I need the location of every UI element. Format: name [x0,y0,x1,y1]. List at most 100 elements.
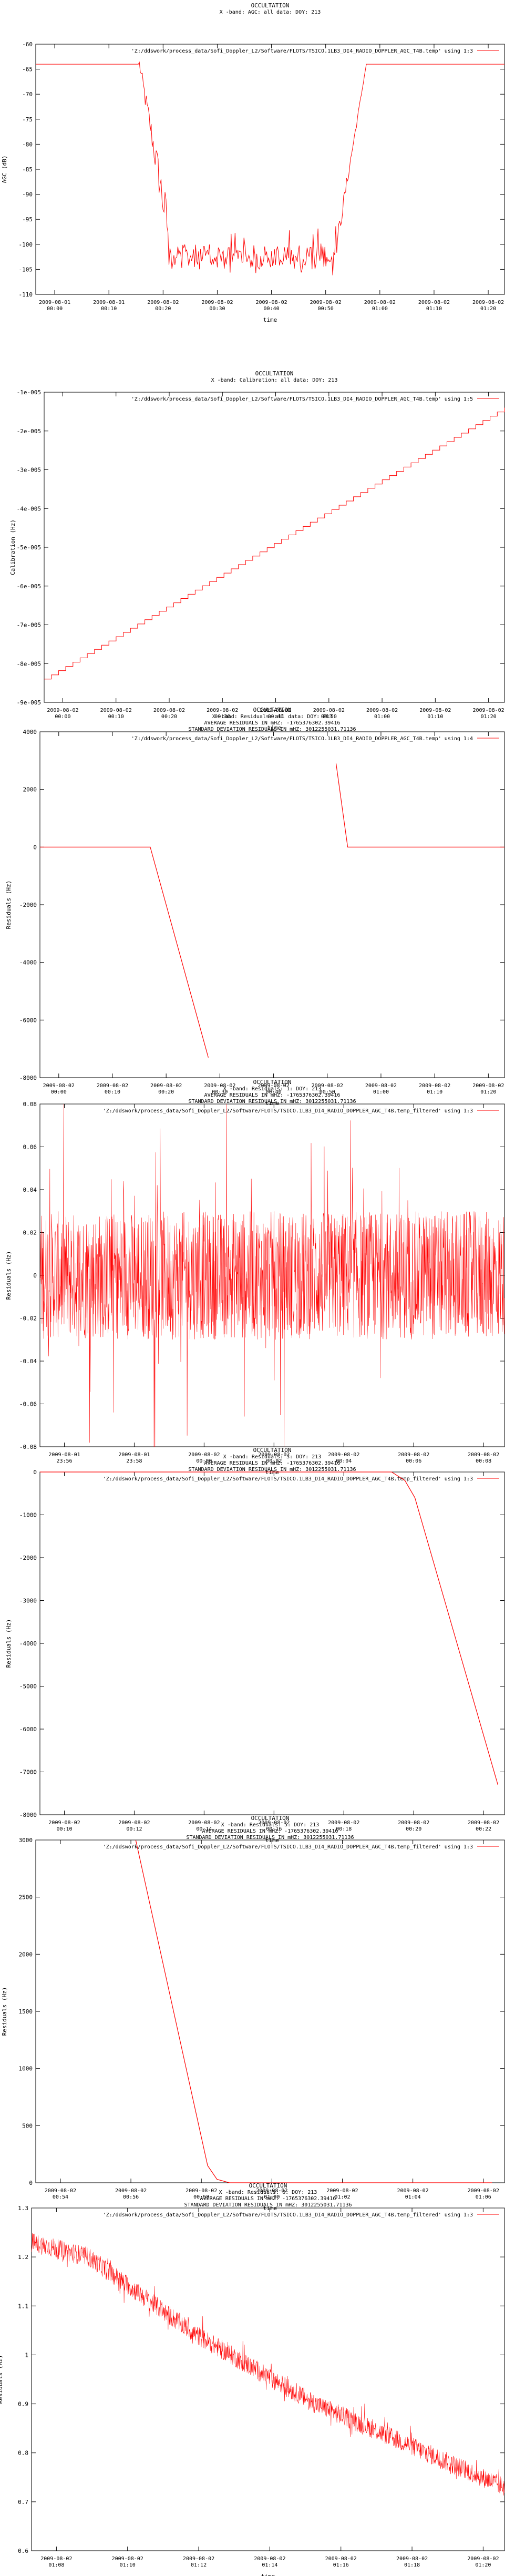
x-tick-label: 2009-08-02 00:08 [468,1452,499,1464]
x-tick-label-line: 2009-08-01 [93,300,125,305]
x-tick-label-line: 00:14 [196,1826,212,1832]
chart-subtitle: X -band: Residuals: all data: DOY: 213 [212,714,333,720]
legend-label: 'Z:/ddswork/process_data/Sofi_Doppler_L2… [103,2212,473,2218]
x-tick-label-line: 01:10 [427,714,443,720]
x-tick-label-line: 2009-08-02 [328,1820,359,1826]
x-tick-label-line: 00:18 [336,1826,352,1832]
x-tick-label: 2009-08-02 00:50 [312,1083,343,1095]
x-tick-label-line: 2009-08-02 [258,1452,290,1458]
agc-series [36,61,504,275]
residual-3-series [40,1471,498,1785]
x-tick-label-line: 01:00 [374,714,390,720]
y-tick-label: -8e-005 [17,660,41,667]
x-tick-label-line: 2009-08-02 [365,1083,397,1089]
y-tick-label: 0.02 [23,1230,37,1236]
x-tick-label-line: 2009-08-02 [258,1820,290,1826]
x-tick-label: 2009-08-02 01:00 [366,708,398,720]
y-tick-label: 0 [33,1272,37,1279]
y-tick-label: -6e-005 [17,583,41,590]
y-tick-label: 500 [22,2122,33,2129]
noisy-series [31,2233,505,2496]
x-tick-label: 2009-08-02 01:14 [254,2556,285,2568]
x-tick-label-line: 00:40 [266,1089,282,1095]
y-tick-label: -70 [22,91,33,98]
residual-series-2 [335,763,504,847]
x-tick-label-line: 01:14 [262,2562,277,2568]
y-tick-label: -85 [22,166,33,173]
y-tick-label: -0.02 [19,1315,37,1322]
y-tick-label: -95 [22,216,33,223]
x-tick-label: 2009-08-02 01:18 [396,2556,428,2568]
residual-5-series [135,1839,492,2183]
x-tick-label-line: 2009-08-02 [258,1083,289,1089]
y-tick-label: -0.04 [19,1358,37,1365]
x-tick-label: 2009-08-02 00:04 [328,1452,359,1464]
chart-3: OCCULTATION X -band: Residuals: all data:… [5,707,505,1107]
chart-title: OCCULTATION [253,1447,292,1454]
x-tick-label: 2009-08-02 01:02 [326,2188,358,2200]
x-tick-label-line: 2009-08-02 [183,2556,214,2562]
x-tick-label-line: 2009-08-02 [313,708,345,713]
x-tick-label: 2009-08-02 00:20 [153,708,185,720]
x-tick-label: 2009-08-02 01:20 [472,300,504,312]
x-tick-label-line: 01:00 [373,1089,389,1095]
y-tick-label: -90 [22,191,33,198]
x-tick-label-line: 2009-08-02 [112,2556,143,2562]
x-tick-label-line: 00:20 [161,714,177,720]
x-tick-label-line: 2009-08-02 [118,1820,150,1826]
x-tick-label-line: 2009-08-02 [328,1452,359,1458]
x-tick-label: 2009-08-02 01:04 [397,2188,429,2200]
y-tick-label: -3e-005 [17,467,41,474]
x-tick-label-line: 00:22 [476,1826,491,1832]
chart-title: OCCULTATION [249,2182,287,2189]
y-tick-label: -105 [19,266,33,273]
x-tick-label-line: 2009-08-02 [48,1820,80,1826]
x-tick-label: 2009-08-02 01:12 [183,2556,214,2568]
x-tick-label: 2009-08-02 00:54 [45,2188,76,2200]
y-tick-label: -3000 [19,1598,37,1604]
x-tick-label-line: 01:10 [426,306,442,312]
x-tick-label-line: 2009-08-02 [397,2188,429,2194]
y-tick-label: -7000 [19,1769,37,1776]
x-tick-label-line: 00:00 [196,1458,212,1464]
calibration-series [44,407,505,680]
x-tick-label: 2009-08-02 01:06 [468,2188,499,2200]
x-tick-label: 2009-08-02 01:00 [365,1083,397,1095]
x-tick-label-line: 00:10 [56,1826,72,1832]
chart-title: OCCULTATION [251,2,290,9]
x-tick-label-line: 2009-08-02 [150,1083,182,1089]
noisy-series [39,1103,505,1447]
x-tick-label-line: 01:18 [404,2562,420,2568]
chart-subtitle: STANDARD DEVIATION RESIDUALS IN mHZ: 301… [188,727,356,732]
y-tick-label: -8000 [19,1812,37,1818]
x-tick-label-line: 00:30 [212,1089,228,1095]
y-tick-label: -4000 [19,959,37,966]
legend-label: 'Z:/ddswork/process_data/Sofi_Doppler_L2… [103,1108,473,1114]
x-tick-label-line: 00:40 [267,714,283,720]
y-axis-label: Residuals (Hz) [5,1251,12,1300]
x-tick-label-line: 2009-08-02 [468,1452,499,1458]
x-tick-label-line: 2009-08-02 [326,2188,358,2194]
x-tick-label-line: 01:04 [405,2194,421,2200]
y-tick-label: -7e-005 [17,622,41,629]
x-tick-label: 2009-08-01 00:10 [93,300,125,312]
y-tick-label: -2000 [19,1555,37,1561]
x-tick-label-line: 2009-08-02 [364,300,396,305]
x-tick-label-line: 2009-08-02 [47,708,78,713]
y-tick-label: 0 [33,844,37,851]
chart-title: OCCULTATION [253,1079,292,1086]
x-tick-label: 2009-08-02 00:58 [186,2188,217,2200]
x-tick-label: 2009-08-02 01:00 [256,2188,287,2200]
y-tick-label: 0.8 [18,2450,28,2457]
x-tick-label: 2009-08-02 00:10 [48,1820,80,1832]
x-tick-label-line: 2009-08-02 [188,1452,220,1458]
x-tick-label-line: 01:10 [427,1089,442,1095]
chart-subtitle: X -band: Residuals: 3: DOY: 213 [223,1454,322,1460]
x-tick-label-line: 2009-08-02 [40,2556,72,2562]
x-tick-label-line: 01:20 [481,714,497,720]
y-axis-label: Calibration (Hz) [9,519,16,575]
x-tick-label-line: 2009-08-02 [45,2188,76,2194]
